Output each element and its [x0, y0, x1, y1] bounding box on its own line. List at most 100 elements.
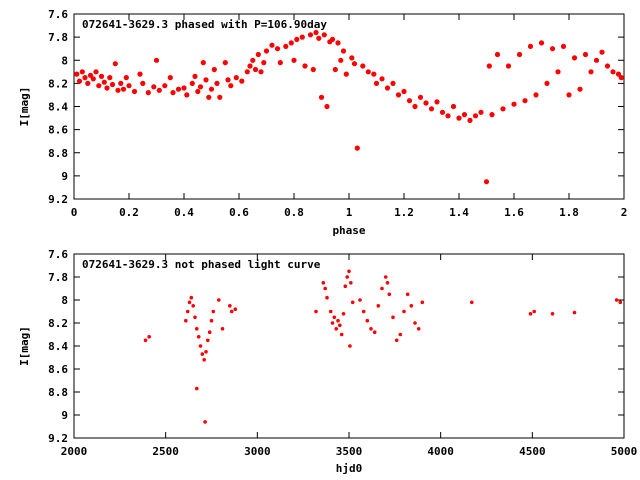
data-point — [193, 315, 197, 320]
data-point — [372, 330, 377, 335]
data-point — [207, 330, 212, 335]
data-point — [112, 61, 118, 67]
data-point — [96, 83, 102, 89]
data-point — [79, 69, 85, 75]
data-point — [211, 66, 217, 73]
data-point — [391, 315, 395, 320]
data-point — [189, 295, 194, 300]
data-point — [423, 100, 429, 106]
y-tick-label: 8.2 — [48, 317, 68, 330]
data-point — [329, 36, 336, 43]
data-point — [380, 286, 384, 291]
data-point — [321, 32, 327, 38]
data-point — [582, 51, 589, 58]
data-point — [153, 57, 160, 63]
chart-title: 072641-3629.3 not phased light curve — [82, 258, 321, 271]
data-point — [566, 92, 572, 98]
data-point — [277, 60, 283, 66]
data-point — [107, 75, 113, 81]
data-point — [549, 46, 556, 52]
y-tick-label: 8.6 — [48, 124, 68, 137]
x-tick-label: 4000 — [427, 445, 454, 458]
x-tick-label: 2500 — [152, 445, 179, 458]
data-point — [131, 88, 138, 95]
data-point — [209, 318, 214, 323]
data-point — [383, 275, 388, 279]
data-point — [489, 112, 495, 118]
data-point — [198, 344, 203, 348]
data-point — [522, 98, 528, 104]
data-point — [203, 420, 207, 424]
data-point — [494, 51, 501, 58]
data-point — [307, 32, 314, 38]
data-point — [217, 94, 223, 100]
data-point — [192, 73, 198, 79]
data-point — [406, 98, 413, 104]
data-point — [618, 300, 623, 305]
data-point — [184, 92, 190, 98]
data-point — [417, 94, 424, 100]
data-point — [189, 80, 195, 86]
data-point — [500, 106, 506, 112]
y-tick-label: 8.6 — [48, 363, 68, 376]
data-point — [343, 284, 348, 289]
data-point — [175, 86, 182, 92]
data-point — [90, 76, 96, 82]
data-point — [156, 87, 162, 93]
data-point — [291, 57, 297, 63]
data-point — [288, 40, 294, 46]
data-point — [505, 63, 512, 69]
data-point — [263, 48, 270, 54]
chart-title: 072641-3629.3 phased with P=106.90day — [82, 18, 327, 31]
data-point — [618, 75, 624, 81]
data-point — [486, 63, 492, 69]
x-tick-label: 0.4 — [174, 206, 194, 219]
data-point — [87, 72, 94, 78]
x-tick-label: 0 — [71, 206, 78, 219]
y-tick-label: 8.2 — [48, 77, 68, 90]
data-point — [109, 81, 116, 88]
x-tick-label: 0.6 — [229, 206, 249, 219]
y-tick-label: 7.8 — [48, 31, 68, 44]
x-tick-label: 2000 — [61, 445, 88, 458]
data-point — [274, 46, 281, 52]
data-point — [239, 78, 245, 84]
data-point — [123, 75, 129, 81]
data-point — [191, 304, 195, 308]
data-point — [373, 80, 380, 86]
phased-plot: 0 0.2 0.4 0.6 0.8 1 1.2 1.4 1.6 1.8 2 7.6 7.8 8 8.2 8.4… — [18, 8, 627, 237]
data-point — [323, 286, 328, 291]
data-point — [258, 69, 264, 75]
data-point — [74, 71, 80, 77]
data-point — [145, 90, 151, 96]
data-point — [211, 309, 216, 314]
data-point — [325, 295, 329, 300]
data-point — [527, 43, 534, 50]
data-point — [283, 43, 289, 50]
data-point — [299, 34, 305, 40]
data-point — [203, 77, 209, 83]
data-point — [140, 80, 146, 86]
data-point — [316, 35, 322, 41]
x-tick-label: 0.8 — [284, 206, 304, 219]
data-point — [225, 77, 231, 83]
data-point — [187, 300, 192, 305]
data-point — [450, 103, 457, 110]
data-point — [217, 298, 221, 302]
data-point — [461, 112, 468, 118]
data-point — [434, 99, 440, 105]
data-point — [98, 73, 105, 79]
data-point — [334, 327, 339, 331]
data-point — [593, 57, 600, 63]
data-point — [401, 88, 407, 95]
data-point — [351, 61, 358, 67]
data-point — [200, 60, 206, 66]
data-point — [348, 344, 352, 348]
y-tick-label: 8.8 — [48, 386, 68, 399]
data-point — [147, 335, 151, 339]
y-tick-label: 9.2 — [48, 193, 68, 206]
x-tick-label: 1.6 — [504, 206, 524, 219]
data-point — [195, 386, 199, 391]
data-point — [572, 310, 577, 315]
data-point — [82, 75, 88, 81]
